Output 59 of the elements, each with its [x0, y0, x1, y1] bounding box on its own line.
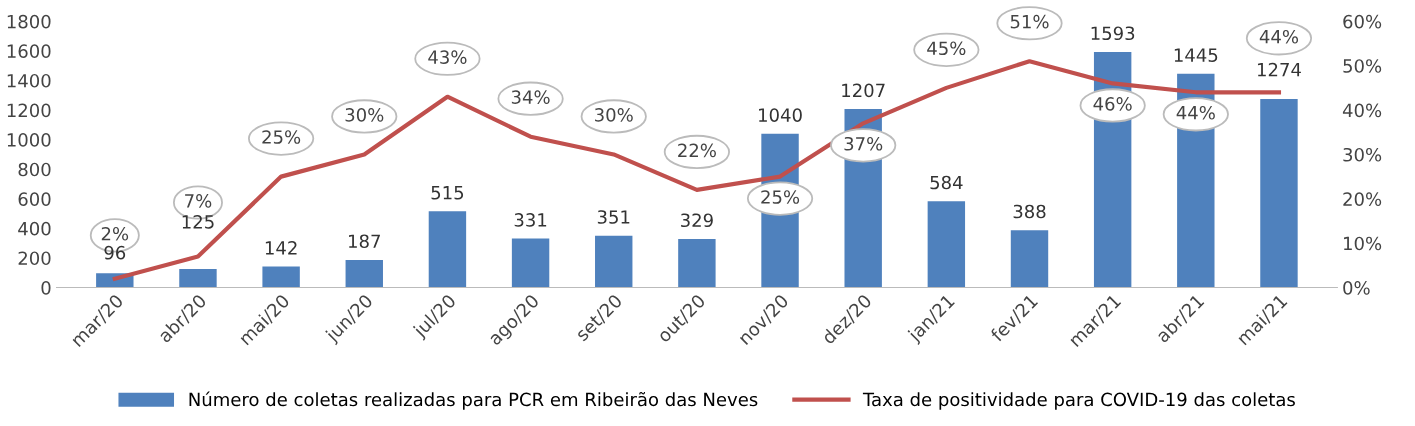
- data-label: 2%: [101, 226, 129, 241]
- legend-label: Número de coletas realizadas para PCR em Ribeirão das Neves: [189, 391, 758, 410]
- bar: [595, 235, 633, 288]
- y2-tick-label: 50%: [1343, 59, 1382, 73]
- y2-tick-label: 0%: [1343, 281, 1370, 295]
- y-tick-label: 200: [18, 251, 51, 266]
- y-tick-label: 1200: [7, 103, 51, 118]
- data-label: 46%: [1093, 97, 1132, 111]
- bar: [1260, 99, 1298, 288]
- y-tick-label: 800: [18, 162, 51, 177]
- y-tick-label: 0: [41, 281, 51, 295]
- data-label: 329: [681, 213, 713, 228]
- data-label: 142: [265, 241, 297, 255]
- data-label: 1274: [1257, 62, 1301, 77]
- data-label: 44%: [1176, 105, 1215, 120]
- data-label: 125: [182, 215, 214, 229]
- data-label: 1040: [759, 108, 802, 122]
- y-tick-label: 400: [18, 221, 51, 236]
- data-label: 584: [930, 175, 963, 190]
- data-label: 37%: [844, 136, 883, 151]
- y2-tick-label: 30%: [1343, 147, 1382, 162]
- data-label: 1207: [842, 83, 885, 98]
- data-label: 1593: [1091, 26, 1135, 41]
- y-tick-label: 1600: [7, 44, 51, 58]
- data-label: 388: [1013, 204, 1046, 219]
- y2-tick-label: 20%: [1343, 192, 1382, 206]
- bar: [678, 238, 716, 288]
- y-tick-label: 600: [18, 192, 51, 206]
- data-label: 51%: [1010, 14, 1049, 29]
- data-label: 34%: [511, 90, 550, 104]
- data-label: 44%: [1259, 29, 1299, 44]
- data-label: 25%: [761, 190, 800, 204]
- y2-tick-label: 10%: [1344, 236, 1382, 251]
- data-label: 25%: [262, 130, 301, 144]
- data-label: 515: [431, 186, 464, 200]
- data-label: 351: [597, 210, 630, 224]
- bar: [511, 238, 550, 288]
- data-label: 187: [349, 234, 380, 249]
- bar: [262, 266, 300, 288]
- bar: [179, 269, 217, 288]
- data-label: 1445: [1174, 48, 1218, 62]
- data-label: 43%: [428, 50, 467, 64]
- bar: [428, 211, 467, 288]
- bar: [927, 201, 966, 288]
- bar: [1010, 230, 1049, 288]
- data-label: 22%: [678, 143, 716, 158]
- data-label: 45%: [927, 41, 966, 56]
- data-label: 30%: [345, 108, 384, 122]
- y-tick-label: 1400: [7, 73, 51, 88]
- data-label: 331: [514, 213, 547, 227]
- y-tick-label: 1000: [7, 133, 51, 147]
- bar: [345, 259, 383, 288]
- y2-tick-label: 60%: [1343, 14, 1382, 29]
- data-label: 30%: [595, 108, 633, 122]
- data-label: 96: [104, 245, 126, 260]
- y-tick-label: 1800: [7, 14, 51, 29]
- legend-label: Taxa de positividade para COVID-19 das coletas: [862, 392, 1295, 410]
- y2-tick-label: 40%: [1342, 103, 1382, 118]
- data-label: 7%: [185, 194, 212, 208]
